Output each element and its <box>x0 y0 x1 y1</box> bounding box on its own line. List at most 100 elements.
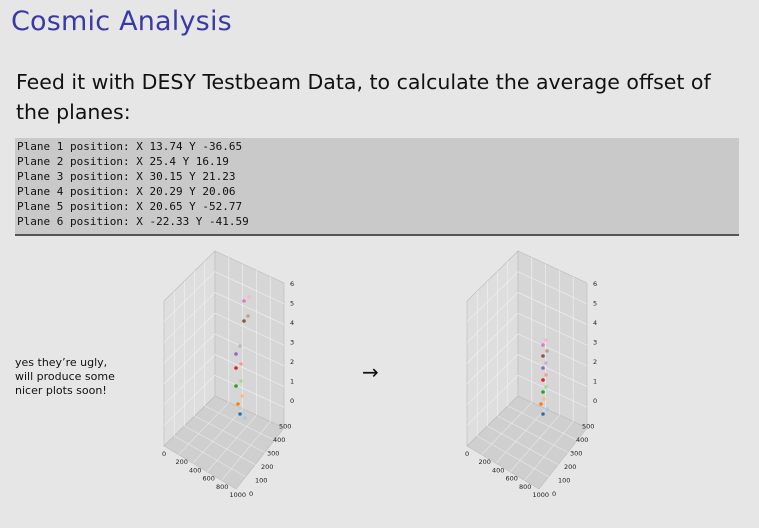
y-tick-label: 200 <box>564 463 576 471</box>
plot-after: 0 1 2 3 4 5 6 0 100 200 300 400 500 0 200 400 600 800 1000 <box>451 246 611 502</box>
data-point <box>541 378 545 382</box>
y-tick-label: 100 <box>558 477 570 485</box>
grid-line <box>466 354 519 405</box>
data-point <box>240 394 244 398</box>
slide-title: Cosmic Analysis <box>11 6 232 37</box>
note-text: yes they’re ugly, will produce some nice… <box>15 356 115 397</box>
y-tick-label: 300 <box>267 450 279 458</box>
grid-line <box>214 333 285 367</box>
grid-line <box>495 408 546 464</box>
data-point <box>236 402 240 406</box>
x-tick-label: 0 <box>162 450 166 458</box>
code-output-box: Plane 1 position: X 13.74 Y -36.65 Plane… <box>15 138 739 236</box>
z-tick-label: 5 <box>290 300 294 308</box>
z-tick-label: 2 <box>593 358 597 366</box>
data-point <box>239 379 243 383</box>
grid-line <box>214 292 285 325</box>
grid-line <box>481 402 533 455</box>
data-point <box>247 295 251 299</box>
grid-line <box>163 292 216 343</box>
grid-line <box>466 333 519 385</box>
data-point <box>234 366 238 370</box>
grid-line <box>507 405 578 441</box>
grid-line <box>497 415 568 453</box>
x-tick-label: 600 <box>203 475 215 483</box>
grid-line <box>466 312 519 364</box>
grid-line <box>524 421 574 481</box>
y-tick-label: 500 <box>279 423 291 431</box>
data-point <box>234 352 238 356</box>
data-point <box>242 299 246 303</box>
grid-line <box>214 354 285 387</box>
grid-line <box>517 333 588 367</box>
y-tick-label: 100 <box>255 477 267 485</box>
z-tick-label: 0 <box>290 397 294 405</box>
data-point <box>239 362 243 366</box>
grid-line <box>517 312 588 346</box>
z-tick-label: 6 <box>593 280 597 288</box>
data-point <box>545 407 549 411</box>
data-point <box>541 343 545 347</box>
z-tick-label: 4 <box>593 319 597 327</box>
grid-line <box>466 271 519 322</box>
z-tick-label: 6 <box>290 280 294 288</box>
y-tick-label: 300 <box>570 450 582 458</box>
y-tick-label: 400 <box>273 436 285 444</box>
data-point <box>238 344 242 348</box>
x-tick-label: 200 <box>176 458 188 466</box>
z-tick-label: 3 <box>593 339 597 347</box>
y-tick-label: 0 <box>552 490 556 498</box>
grid-line <box>221 421 271 481</box>
grid-line <box>477 435 549 478</box>
data-point <box>544 385 548 389</box>
grid-line <box>163 375 216 426</box>
x-tick-label: 1000 <box>533 491 550 499</box>
grid-line <box>194 415 265 453</box>
x-tick-label: 600 <box>506 475 518 483</box>
grid-line <box>466 375 519 426</box>
code-line: Plane 1 position: X 13.74 Y -36.65 <box>17 140 243 153</box>
grid-line <box>487 425 559 465</box>
y-tick-label: 500 <box>582 423 594 431</box>
grid-line <box>517 271 588 304</box>
data-point <box>243 416 247 420</box>
code-line: Plane 2 position: X 25.4 Y 16.19 <box>17 155 229 168</box>
data-point <box>234 384 238 388</box>
data-point <box>242 319 246 323</box>
data-point <box>246 314 250 318</box>
right-arrow-icon: → <box>362 360 379 384</box>
x-tick-label: 400 <box>189 466 201 474</box>
x-tick-label: 1000 <box>230 491 247 499</box>
x-tick-label: 200 <box>479 458 491 466</box>
x-tick-label: 0 <box>465 450 469 458</box>
code-line: Plane 3 position: X 30.15 Y 21.23 <box>17 170 236 183</box>
data-point <box>539 402 543 406</box>
grid-line <box>466 292 519 343</box>
code-line: Plane 6 position: X -22.33 Y -41.59 <box>17 215 249 228</box>
z-tick-label: 1 <box>593 378 597 386</box>
grid-line <box>163 333 216 385</box>
data-point <box>541 412 545 416</box>
grid-line <box>517 354 588 387</box>
grid-line <box>163 312 216 364</box>
grid-line <box>214 271 285 304</box>
grid-line <box>517 292 588 325</box>
data-point <box>544 361 548 365</box>
data-point <box>544 338 548 342</box>
grid-line <box>509 415 560 472</box>
grid-line <box>184 425 256 465</box>
grid-line <box>174 435 246 478</box>
data-point <box>541 366 545 370</box>
data-point <box>541 354 545 358</box>
z-tick-label: 3 <box>290 339 294 347</box>
y-tick-label: 400 <box>576 436 588 444</box>
grid-line <box>192 408 243 464</box>
plot-before: 0 1 2 3 4 5 6 0 100 200 300 400 500 0 200 400 600 800 1000 <box>148 246 308 502</box>
code-line: Plane 4 position: X 20.29 Y 20.06 <box>17 185 236 198</box>
y-tick-label: 200 <box>261 463 273 471</box>
grid-line <box>178 402 230 455</box>
floor <box>163 395 285 490</box>
data-point <box>542 397 546 401</box>
